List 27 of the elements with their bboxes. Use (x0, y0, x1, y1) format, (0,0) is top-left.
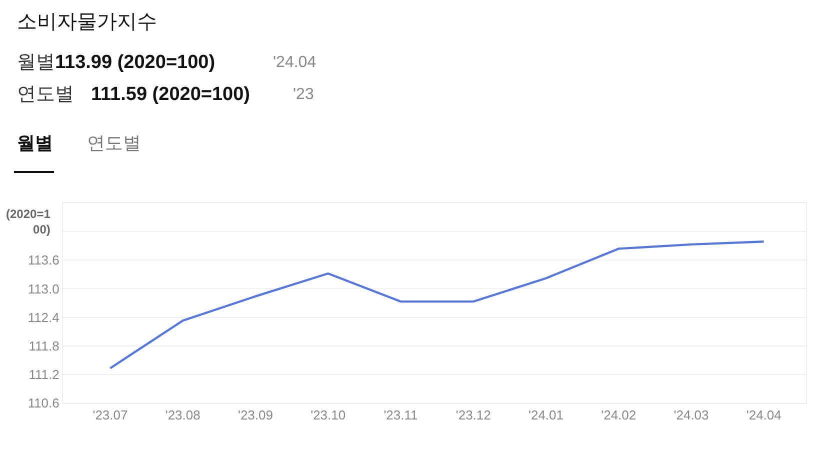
y-tick-label: 111.8 (28, 338, 60, 354)
x-tick-label: '23.12 (456, 408, 491, 423)
x-tick-label: '23.10 (310, 408, 346, 423)
chart-title: 소비자물가지수 (17, 11, 157, 33)
text: 월별 (17, 52, 55, 73)
text: 연도별 (17, 84, 74, 105)
x-tick-label: '23.11 (384, 408, 418, 423)
text: 월별 (17, 133, 53, 153)
y-axis-title: (2020=100) (6, 207, 51, 237)
x-tick-label: '23.09 (238, 408, 273, 423)
x-tick-label: '24.03 (674, 408, 709, 423)
y-tick-label: 113.0 (28, 281, 60, 296)
y-tick-label: 110.6 (28, 396, 60, 411)
line-series (109, 240, 765, 370)
x-tick-label: '23.07 (92, 408, 128, 423)
x-tick-label: '23.08 (165, 408, 200, 423)
text: 연도별 (87, 133, 141, 153)
x-tick-label: '24.01 (528, 408, 564, 423)
text: '24.04 (273, 54, 316, 71)
text: 111.59 (2020=100) (91, 84, 250, 105)
y-tick-label: 112.4 (28, 310, 60, 325)
text: '23 (293, 86, 314, 103)
y-tick-label: 113.6 (28, 252, 60, 268)
y-tick-label: 111.2 (28, 366, 60, 382)
x-tick-label: '24.02 (601, 408, 636, 423)
x-tick-label: '24.04 (746, 408, 782, 423)
text: 113.99 (2020=100) (55, 52, 216, 73)
